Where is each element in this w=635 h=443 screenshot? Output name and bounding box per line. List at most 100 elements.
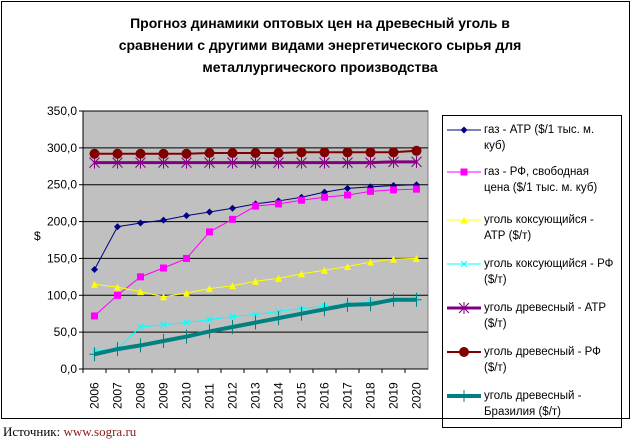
y-tick-label: 100,0	[47, 288, 77, 302]
data-point	[112, 342, 123, 357]
legend-swatch	[447, 126, 481, 134]
data-point	[158, 148, 169, 159]
legend-swatch	[447, 260, 481, 268]
data-point	[342, 156, 353, 169]
data-point	[365, 156, 376, 169]
legend-label: уголь коксующийся - АТР ($/т)	[484, 214, 594, 242]
data-point	[160, 264, 167, 272]
data-point	[160, 216, 167, 224]
data-point	[160, 321, 167, 329]
series-1	[91, 185, 420, 320]
data-point	[321, 266, 328, 274]
y-tick-label: 200,0	[47, 215, 77, 229]
series-6	[89, 292, 422, 362]
data-point	[135, 148, 146, 159]
data-point	[229, 215, 236, 223]
data-point	[183, 319, 190, 326]
x-tick-label: 2016	[318, 382, 332, 409]
y-axis-label: $	[34, 229, 41, 243]
legend-marker	[460, 216, 468, 224]
data-point	[367, 187, 374, 195]
source-note: Источник: www.sogra.ru	[3, 424, 136, 440]
data-point	[273, 148, 284, 159]
data-point	[250, 148, 261, 159]
y-tick-label: 0,0	[60, 362, 77, 376]
data-point	[91, 265, 98, 273]
x-tick-label: 2019	[387, 382, 401, 409]
legend-swatch	[447, 390, 481, 402]
data-point	[181, 329, 192, 344]
data-point	[413, 185, 420, 193]
data-point	[206, 208, 213, 216]
title-line: Прогноз динамики оптовых цен на древесны…	[130, 15, 510, 31]
data-point	[252, 311, 259, 318]
x-tick-label: 2006	[88, 382, 102, 409]
data-point	[342, 297, 353, 312]
legend-swatch	[447, 302, 481, 314]
data-point	[229, 204, 236, 212]
data-point	[319, 147, 330, 158]
data-point	[296, 306, 307, 321]
data-point	[114, 283, 121, 291]
x-tick-label: 2011	[203, 383, 217, 409]
data-point	[388, 292, 399, 307]
data-point	[112, 148, 123, 159]
legend-marker	[460, 168, 468, 176]
data-point	[252, 202, 259, 210]
legend-item: уголь древесный - Бразилия ($/т)	[447, 388, 616, 420]
y-tick-label: 50,0	[54, 325, 78, 339]
series-5	[89, 145, 422, 159]
data-point	[181, 148, 192, 159]
x-tick-label: 2018	[364, 382, 378, 409]
legend-item: уголь древесный - АТР ($/т)	[447, 300, 616, 332]
legend-item: уголь коксующийся - РФ ($/т)	[447, 256, 616, 288]
x-tick-label: 2017	[341, 382, 355, 409]
x-tick-label: 2014	[272, 382, 286, 409]
y-tick-label: 300,0	[47, 141, 77, 155]
x-tick-label: 2012	[226, 382, 240, 409]
data-point	[390, 255, 397, 263]
legend-swatch	[447, 216, 481, 224]
data-point	[91, 280, 98, 288]
series-2	[91, 254, 420, 301]
legend-label: уголь древесный - Бразилия ($/т)	[484, 390, 582, 418]
data-point	[206, 228, 213, 236]
legend-marker	[460, 126, 468, 134]
chart-frame	[1, 1, 630, 419]
data-point	[137, 273, 144, 281]
data-point	[137, 219, 144, 227]
legend-label: газ - АТР ($/1 тыс. м. куб)	[484, 124, 595, 152]
legend-label: газ - РФ, свободная цена ($/1 тыс. м. ку…	[484, 166, 598, 194]
data-point	[388, 147, 399, 158]
y-tick-label: 350,0	[47, 104, 77, 118]
data-point	[390, 186, 397, 194]
y-tick-label: 150,0	[47, 251, 77, 265]
legend-label: уголь древесный - РФ ($/т)	[484, 346, 601, 374]
data-point	[411, 292, 422, 307]
source-link[interactable]: www.sogra.ru	[63, 424, 137, 439]
legend-swatch	[447, 347, 481, 357]
legend-marker	[460, 260, 468, 268]
data-point	[367, 258, 374, 266]
legend-item: уголь коксующийся - АТР ($/т)	[447, 212, 616, 244]
series-4	[89, 155, 422, 169]
legend-label: уголь древесный - АТР ($/т)	[484, 302, 607, 330]
data-point	[135, 338, 146, 353]
data-point	[137, 323, 144, 331]
data-point	[250, 315, 261, 330]
data-point	[319, 156, 330, 169]
data-point	[273, 156, 284, 169]
data-point	[206, 285, 213, 293]
data-point	[344, 191, 351, 199]
legend-swatch	[447, 168, 481, 176]
data-point	[114, 223, 121, 231]
x-tick-label: 2015	[295, 382, 309, 409]
data-point	[388, 155, 399, 168]
source-label: Источник:	[3, 424, 64, 439]
data-point	[275, 200, 282, 208]
data-point	[296, 147, 307, 158]
x-tick-label: 2013	[249, 382, 263, 409]
data-point	[227, 148, 238, 159]
y-tick-label: 250,0	[47, 178, 77, 192]
